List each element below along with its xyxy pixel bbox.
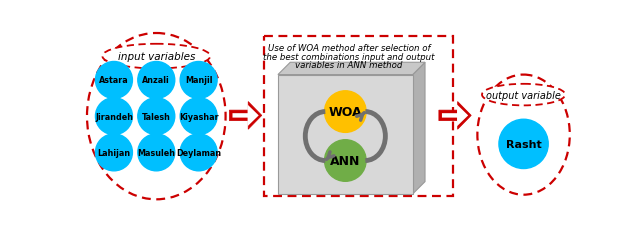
- Circle shape: [138, 134, 175, 171]
- Circle shape: [95, 98, 132, 135]
- Text: Astara: Astara: [99, 76, 129, 85]
- Text: Lahijan: Lahijan: [97, 148, 131, 157]
- Text: Masuleh: Masuleh: [138, 148, 175, 157]
- Circle shape: [138, 62, 175, 99]
- Circle shape: [138, 98, 175, 135]
- Circle shape: [499, 120, 548, 169]
- Text: Jirandeh: Jirandeh: [95, 112, 133, 121]
- Circle shape: [324, 140, 366, 182]
- Ellipse shape: [482, 85, 565, 106]
- Circle shape: [180, 62, 217, 99]
- Ellipse shape: [477, 75, 570, 195]
- Text: WOA: WOA: [328, 106, 362, 119]
- Text: ANN: ANN: [330, 154, 360, 167]
- FancyBboxPatch shape: [278, 75, 413, 194]
- Polygon shape: [442, 105, 468, 127]
- Polygon shape: [413, 63, 425, 194]
- Ellipse shape: [102, 45, 210, 69]
- FancyBboxPatch shape: [264, 37, 452, 196]
- Circle shape: [324, 91, 366, 133]
- Circle shape: [180, 98, 217, 135]
- Text: Rasht: Rasht: [506, 139, 541, 149]
- Text: Kiyashar: Kiyashar: [179, 112, 218, 121]
- Polygon shape: [232, 105, 259, 127]
- Polygon shape: [278, 63, 425, 75]
- Text: Talesh: Talesh: [142, 112, 171, 121]
- Text: Use of WOA method after selection of: Use of WOA method after selection of: [268, 44, 431, 53]
- Polygon shape: [439, 102, 471, 130]
- Circle shape: [95, 62, 132, 99]
- Circle shape: [180, 134, 217, 171]
- Ellipse shape: [87, 34, 225, 199]
- Text: the best combinations input and output: the best combinations input and output: [264, 52, 435, 61]
- Text: output variable: output variable: [486, 90, 561, 100]
- Text: Anzali: Anzali: [143, 76, 170, 85]
- Polygon shape: [230, 102, 262, 130]
- Text: Manjil: Manjil: [185, 76, 212, 85]
- Text: input variables: input variables: [118, 52, 195, 62]
- Text: variables in ANN method: variables in ANN method: [296, 61, 403, 70]
- Circle shape: [95, 134, 132, 171]
- Text: Deylaman: Deylaman: [176, 148, 221, 157]
